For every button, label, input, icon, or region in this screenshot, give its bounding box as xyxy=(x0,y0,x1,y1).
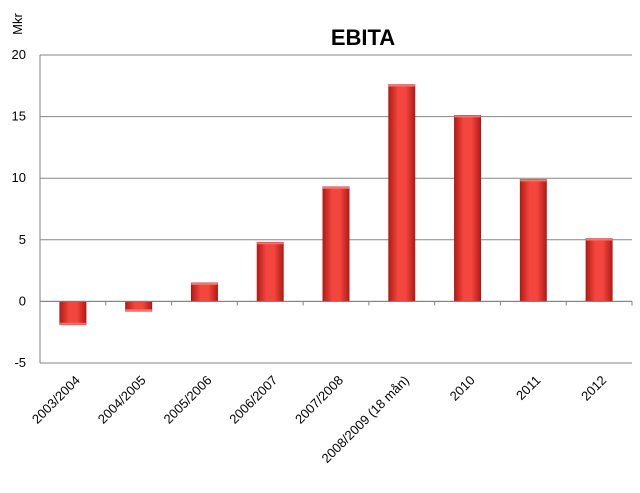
y-tick-label: 15 xyxy=(12,109,26,124)
bar-highlight xyxy=(585,238,613,241)
bar-highlight xyxy=(257,242,284,245)
x-tick-label: 2004/2005 xyxy=(95,373,149,427)
bar xyxy=(519,179,547,302)
bar xyxy=(585,238,613,302)
y-axis-label: Mkr xyxy=(10,13,25,35)
bars xyxy=(59,84,613,326)
y-tick-label: 5 xyxy=(19,232,26,247)
y-tick-label: 0 xyxy=(19,293,26,308)
y-tick-label: 20 xyxy=(12,47,26,62)
bar xyxy=(256,241,284,302)
bar-highlight xyxy=(191,282,218,285)
bar-highlight xyxy=(454,115,481,118)
y-tick-label: 10 xyxy=(12,170,26,185)
bar xyxy=(190,282,218,302)
x-tick-label: 2010 xyxy=(447,373,478,404)
bar xyxy=(59,301,87,326)
bar-highlight xyxy=(125,309,152,312)
x-tick-label: 2011 xyxy=(513,373,543,403)
x-tick-label: 2007/2008 xyxy=(292,373,346,427)
bar xyxy=(388,84,416,302)
bar-highlight xyxy=(59,322,87,325)
y-tick-labels: -5 0 5 10 15 20 xyxy=(12,47,26,370)
bar xyxy=(322,186,350,302)
bar-highlight xyxy=(322,186,350,189)
x-tick-label: 2006/2007 xyxy=(226,373,280,427)
x-tick-label: 2005/2006 xyxy=(161,373,215,427)
bar-highlight xyxy=(388,84,415,87)
y-tick-label: -5 xyxy=(14,355,26,370)
bar xyxy=(454,115,482,302)
bar-highlight xyxy=(520,179,547,182)
x-tick-labels: 2003/2004 2004/2005 2005/2006 2006/2007 2007… xyxy=(29,301,633,466)
x-tick-label: 2012 xyxy=(578,373,609,404)
x-tick-label: 2003/2004 xyxy=(29,373,83,427)
chart-title: EBITA xyxy=(331,25,395,50)
